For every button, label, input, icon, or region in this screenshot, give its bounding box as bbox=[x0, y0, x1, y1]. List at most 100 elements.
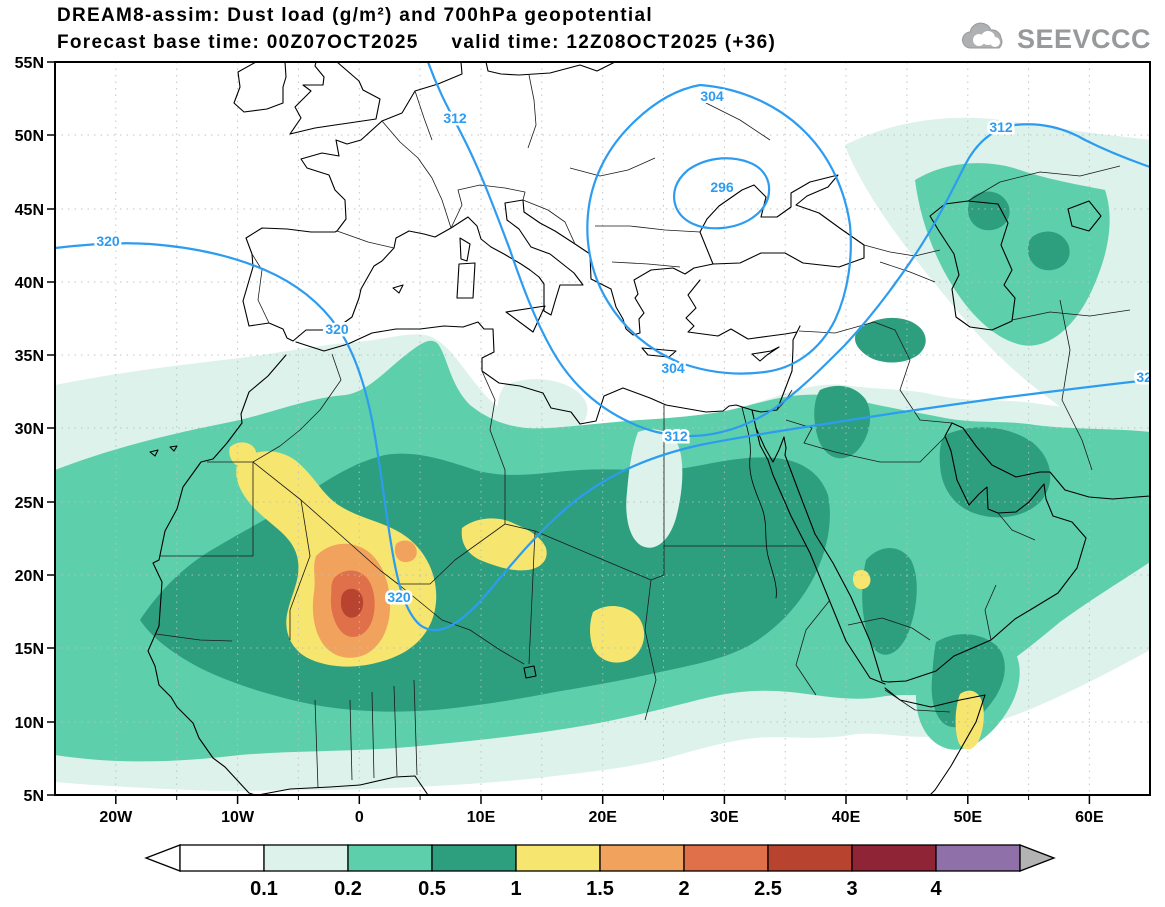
legend-segment-lt-0.1 bbox=[179, 844, 265, 872]
lat-label-10n: 10N bbox=[15, 715, 44, 732]
legend-label-3: 3 bbox=[846, 878, 857, 900]
legend-label-0.1: 0.1 bbox=[250, 878, 278, 900]
contour-label-320-b: 320 bbox=[325, 321, 349, 337]
dust-level-1-wsahara bbox=[229, 442, 257, 468]
island-sardinia bbox=[456, 262, 476, 299]
legend-segment-1-1.5 bbox=[515, 844, 601, 872]
island-corsica bbox=[459, 237, 471, 262]
contour-296 bbox=[672, 157, 771, 230]
legend-segment-gt-4 bbox=[935, 844, 1021, 872]
coastline-caspian-sea bbox=[929, 200, 1016, 331]
contour-label-296: 296 bbox=[710, 179, 734, 195]
figure-title: DREAM8-assim: Dust load (g/m²) and 700hP… bbox=[57, 5, 653, 26]
logo-text: SEEVCCC bbox=[1016, 23, 1151, 54]
dust-level-0.5-yemen bbox=[862, 548, 917, 655]
legend-label-0.2: 0.2 bbox=[334, 878, 362, 900]
coastline-black-sea bbox=[699, 174, 865, 268]
coastlines bbox=[147, 62, 1150, 795]
lon-label-0: 0 bbox=[355, 809, 364, 826]
legend-segment-0.1-0.2 bbox=[263, 844, 349, 872]
contour-label-304-a: 304 bbox=[700, 88, 724, 104]
lon-label-50e: 50E bbox=[954, 809, 983, 826]
contour-label-312-b: 312 bbox=[989, 119, 1013, 135]
lat-label-50n: 50N bbox=[15, 128, 44, 145]
borders-europe bbox=[251, 74, 771, 324]
legend-segment-2.5-3 bbox=[767, 844, 853, 872]
dust-level-0.5-caucasus-b bbox=[1028, 231, 1070, 271]
colorbar-arrow-right bbox=[1019, 844, 1056, 872]
dust-level-0.5-arabia bbox=[939, 427, 1051, 518]
contour-label-320-d: 320 bbox=[1136, 369, 1160, 385]
contour-304 bbox=[586, 83, 852, 375]
lon-label-30e: 30E bbox=[710, 809, 739, 826]
lon-label-20e: 20E bbox=[588, 809, 617, 826]
lat-label-45n: 45N bbox=[15, 202, 44, 219]
coastline-britain bbox=[289, 62, 381, 135]
dust-layers bbox=[55, 117, 1150, 791]
dust-level-2.5-core bbox=[341, 588, 364, 618]
lon-label-20w: 20W bbox=[99, 809, 133, 826]
dust-level-0.1-sicily bbox=[497, 379, 588, 439]
island-mallorca bbox=[392, 284, 404, 294]
coastline-aral-sea bbox=[1067, 200, 1102, 232]
legend-label-1: 1 bbox=[510, 878, 521, 900]
contour-label-320-c: 320 bbox=[387, 589, 411, 605]
legend-segment-0.5-1 bbox=[431, 844, 517, 872]
lat-axis-labels: 55N 50N 45N 40N 35N 30N 25N 20N 15N 10N … bbox=[15, 55, 44, 805]
lon-label-60e: 60E bbox=[1075, 809, 1104, 826]
country-borders bbox=[155, 74, 1131, 789]
coastline-sinai-arabia bbox=[751, 409, 1150, 683]
lat-label-30n: 30N bbox=[15, 421, 44, 438]
contour-label-304-b: 304 bbox=[661, 360, 685, 376]
borders-africa bbox=[155, 353, 951, 789]
cloud-icon bbox=[961, 22, 1003, 49]
dust-level-1-chad bbox=[590, 606, 645, 663]
map-canvas: 312 304 296 312 320 320 320 312 320 304 … bbox=[15, 55, 1160, 826]
legend-label-1.5: 1.5 bbox=[586, 878, 614, 900]
lat-label-20n: 20N bbox=[15, 568, 44, 585]
contour-labels: 312 304 296 312 320 320 320 312 320 304 bbox=[94, 86, 1160, 608]
coastline-west-africa bbox=[147, 354, 287, 795]
legend-segment-0.2-0.5 bbox=[347, 844, 433, 872]
lat-label-55n: 55N bbox=[15, 55, 44, 72]
lat-label-15n: 15N bbox=[15, 641, 44, 658]
legend-label-2.5: 2.5 bbox=[754, 878, 782, 900]
colorbar-labels: 0.1 0.2 0.5 1 1.5 2 2.5 3 4 bbox=[250, 878, 942, 900]
coastline-north-sea-baltic bbox=[381, 62, 616, 122]
island-sicily bbox=[505, 305, 546, 333]
dust-level-1-somalia bbox=[955, 690, 984, 750]
dust-level-0.5-turkey bbox=[854, 317, 926, 363]
lon-label-40e: 40E bbox=[832, 809, 861, 826]
lat-label-25n: 25N bbox=[15, 495, 44, 512]
legend-segment-3-4 bbox=[851, 844, 937, 872]
dust-level-0.2-caucasus bbox=[915, 163, 1110, 346]
contour-312 bbox=[426, 62, 1150, 438]
map-clipped-content: 312 304 296 312 320 320 320 312 320 304 bbox=[55, 62, 1160, 795]
contour-320 bbox=[55, 242, 1150, 632]
lat-label-5n: 5N bbox=[24, 788, 44, 805]
legend-label-4: 4 bbox=[930, 878, 942, 900]
island-cyprus bbox=[751, 346, 780, 362]
geopotential-contours bbox=[55, 62, 1150, 632]
colorbar-arrow-left bbox=[144, 844, 181, 872]
dust-level-1.5-spot bbox=[394, 540, 417, 563]
coastline-turkey-levant-northafrica bbox=[295, 279, 801, 425]
coastline-europe-africa bbox=[242, 120, 714, 342]
lon-ticks-major bbox=[115, 795, 1091, 804]
contour-label-320-a: 320 bbox=[96, 233, 120, 249]
dust-notch-egypt bbox=[626, 429, 683, 548]
contour-label-312-a: 312 bbox=[443, 110, 467, 126]
gridlines bbox=[55, 62, 1150, 795]
legend-label-0.5: 0.5 bbox=[418, 878, 446, 900]
contour-label-312-c: 312 bbox=[664, 428, 688, 444]
dust-level-1-niger bbox=[461, 518, 547, 571]
islands-canary bbox=[149, 445, 178, 457]
legend-segment-1.5-2 bbox=[599, 844, 685, 872]
coastline-gulf-of-guinea bbox=[257, 775, 429, 795]
legend-label-2: 2 bbox=[678, 878, 689, 900]
river-nile bbox=[741, 406, 777, 599]
figure-subtitle: Forecast base time: 00Z07OCT2025 valid t… bbox=[57, 32, 777, 53]
seevccc-logo: SEEVCCC bbox=[959, 22, 1151, 56]
lat-ticks bbox=[47, 61, 55, 796]
